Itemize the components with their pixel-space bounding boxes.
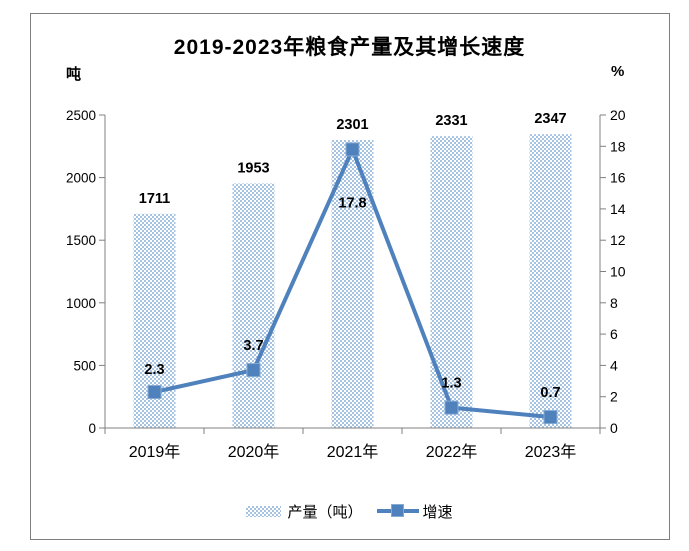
left-axis-tick-label: 1000 <box>66 296 96 311</box>
left-axis-tick-label: 500 <box>73 358 96 373</box>
x-axis-category-label: 2019年 <box>129 443 181 461</box>
growth-value-label: 3.7 <box>243 338 263 354</box>
right-axis-tick-label: 2 <box>610 389 618 405</box>
chart-border <box>30 13 670 540</box>
right-axis-tick-label: 20 <box>610 107 626 123</box>
x-axis-category-label: 2022年 <box>426 443 478 461</box>
legend-growth-marker-icon <box>376 504 419 518</box>
left-axis-tick-label: 2500 <box>66 108 96 123</box>
right-axis-tick-label: 6 <box>610 326 618 342</box>
growth-value-label: 17.8 <box>338 195 366 211</box>
growth-marker <box>345 142 360 157</box>
growth-marker <box>147 385 162 400</box>
production-bar <box>529 134 572 429</box>
growth-value-label: 0.7 <box>540 385 560 401</box>
right-axis-tick-label: 10 <box>610 264 626 280</box>
right-axis-tick-label: 18 <box>610 138 626 154</box>
growth-marker <box>543 410 558 425</box>
production-bar <box>232 183 275 428</box>
production-bar <box>430 136 473 428</box>
chart-title: 2019-2023年粮食产量及其增长速度 <box>173 36 526 59</box>
chart-legend: 产量（吨） 增速 <box>30 497 669 525</box>
growth-marker <box>444 400 459 415</box>
right-axis-tick-label: 0 <box>610 420 618 436</box>
left-axis-tick-label: 0 <box>88 421 96 436</box>
x-axis-category-label: 2023年 <box>525 443 577 461</box>
bar-value-label: 2347 <box>534 111 566 127</box>
legend-production-label: 产量（吨） <box>287 503 363 521</box>
bar-value-label: 1953 <box>237 160 269 176</box>
left-axis-tick-label: 1500 <box>66 233 96 248</box>
legend-production-swatch-icon <box>246 505 282 517</box>
right-axis-tick-label: 8 <box>610 295 618 311</box>
right-axis-tick-label: 16 <box>610 170 626 186</box>
x-axis-category-label: 2020年 <box>228 443 280 461</box>
legend-growth-label: 增速 <box>422 503 453 521</box>
bar-value-label: 2331 <box>435 113 467 129</box>
left-axis-tick-label: 2000 <box>66 171 96 186</box>
right-axis-tick-label: 12 <box>610 232 626 248</box>
growth-value-label: 2.3 <box>144 362 164 378</box>
right-axis-tick-label: 14 <box>610 201 626 217</box>
growth-marker <box>246 363 261 378</box>
growth-value-label: 1.3 <box>441 376 461 392</box>
bar-value-label: 2301 <box>336 117 368 133</box>
left-axis-unit-label: 吨 <box>66 66 82 83</box>
bar-value-label: 1711 <box>139 191 170 207</box>
right-axis-unit-label: % <box>611 63 625 80</box>
right-axis-tick-label: 4 <box>610 357 618 373</box>
x-axis-category-label: 2021年 <box>327 443 379 461</box>
